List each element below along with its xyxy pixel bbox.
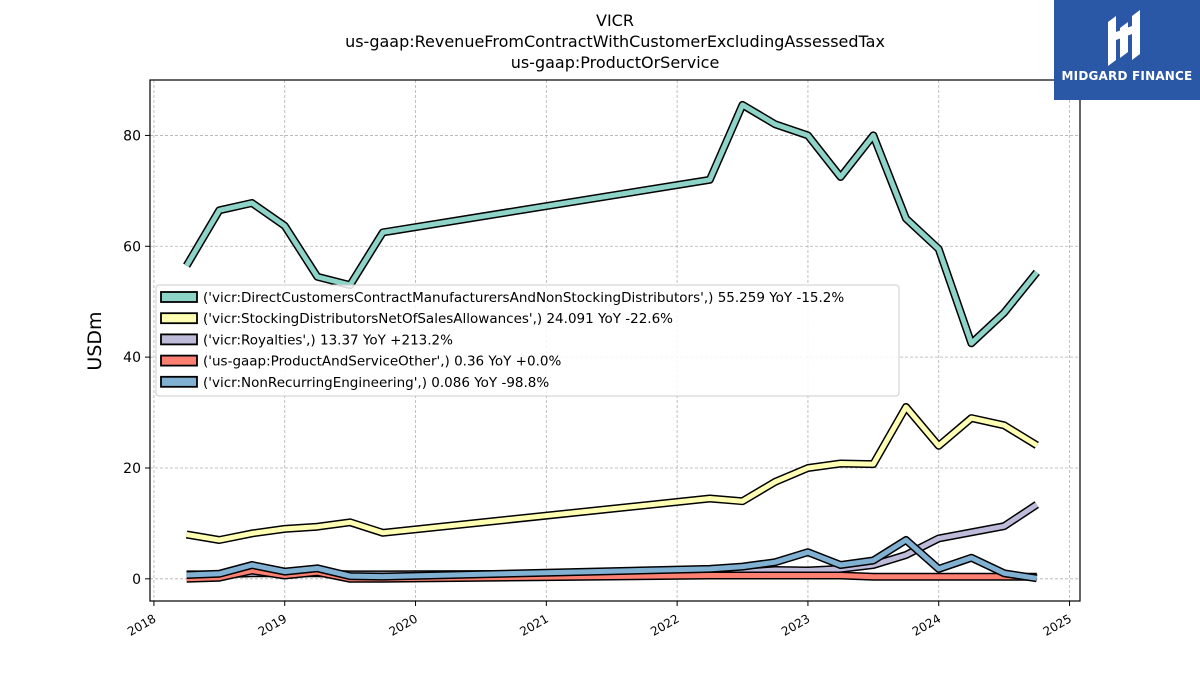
- chart-title-ticker: VICR: [596, 11, 634, 30]
- series-lines: [183, 100, 1040, 583]
- series-line-0: [184, 102, 1039, 346]
- x-tick-label: 2021: [517, 611, 550, 638]
- x-tick-label: 2018: [125, 611, 158, 638]
- legend-label: ('vicr:Royalties',) 13.37 YoY +213.2%: [203, 332, 453, 348]
- x-tick-label: 2019: [256, 611, 289, 638]
- legend-swatch: [160, 291, 198, 303]
- legend-label: ('vicr:NonRecurringEngineering',) 0.086 …: [203, 375, 549, 391]
- series-line-4: [186, 537, 1038, 581]
- y-axis-label: USDm: [84, 311, 106, 370]
- x-tick-label: 2023: [779, 611, 812, 638]
- x-tick-label: 2024: [910, 611, 943, 638]
- chart-title-concept: us-gaap:RevenueFromContractWithCustomerE…: [345, 32, 885, 51]
- legend-swatch: [160, 333, 198, 346]
- legend-swatch: [160, 375, 198, 388]
- brand-logo: MIDGARD FINANCE: [1054, 0, 1200, 100]
- logo-mark-icon: [1108, 10, 1140, 66]
- legend: ('vicr:DirectCustomersContractManufactur…: [155, 284, 900, 397]
- legend-box: [155, 284, 900, 397]
- legend-label: ('vicr:DirectCustomersContractManufactur…: [203, 290, 844, 306]
- legend-label: ('us-gaap:ProductAndServiceOther',) 0.36…: [203, 354, 561, 370]
- series-line-3: [186, 568, 1037, 582]
- plot-frame: [149, 79, 1081, 602]
- legend-swatch: [160, 354, 198, 367]
- logo-text: MIDGARD FINANCE: [1061, 69, 1193, 83]
- series-line-1: [186, 404, 1039, 543]
- y-tick-label: 40: [123, 350, 141, 366]
- series-line-outline-1: [185, 403, 1039, 544]
- x-tick-label: 2020: [387, 611, 420, 638]
- y-tick-label: 60: [123, 239, 141, 255]
- y-tick-label: 20: [123, 461, 141, 477]
- x-tick-label: 2022: [648, 611, 681, 638]
- x-tick-label: 2025: [1041, 611, 1074, 638]
- y-tick-label: 0: [132, 572, 141, 588]
- legend-label: ('vicr:StockingDistributorsNetOfSalesAll…: [203, 311, 673, 327]
- chart-title-axis: us-gaap:ProductOrService: [510, 53, 720, 72]
- y-tick-label: 80: [123, 128, 141, 144]
- legend-swatch: [160, 312, 198, 325]
